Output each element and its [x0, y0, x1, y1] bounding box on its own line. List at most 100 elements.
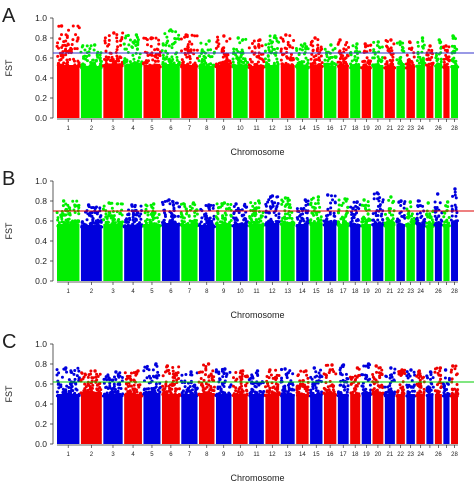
- snp-point-max: [258, 38, 262, 42]
- snp-point: [243, 217, 247, 221]
- snp-point: [334, 372, 338, 376]
- snp-point: [229, 214, 233, 218]
- snp-point: [128, 38, 132, 42]
- snp-point-max: [107, 201, 111, 205]
- snp-point: [325, 52, 329, 56]
- snp-point: [303, 50, 307, 54]
- snp-point-max: [130, 203, 134, 207]
- snp-point: [86, 66, 90, 70]
- snp-point: [272, 61, 276, 65]
- snp-point-max: [374, 364, 378, 368]
- snp-point: [374, 378, 378, 382]
- snp-point: [118, 383, 122, 387]
- x-tick-label: 2: [90, 126, 94, 132]
- snp-point: [316, 38, 320, 42]
- snp-point-max: [169, 28, 173, 32]
- snp-point: [372, 390, 376, 394]
- snp-point: [180, 202, 183, 206]
- snp-point: [316, 64, 320, 68]
- snp-point: [168, 223, 172, 227]
- snp-point-max: [445, 200, 450, 204]
- snp-point: [127, 216, 131, 220]
- snp-point: [231, 57, 235, 61]
- snp-point: [67, 378, 71, 382]
- snp-point: [392, 394, 396, 398]
- snp-point: [177, 205, 181, 209]
- chromosome-10-points: [232, 65, 248, 118]
- snp-point: [214, 394, 218, 398]
- snp-point: [345, 41, 349, 45]
- snp-point: [378, 207, 382, 211]
- snp-point: [64, 39, 68, 43]
- snp-point: [64, 53, 68, 57]
- x-tick-label: 24: [417, 289, 424, 295]
- snp-point: [199, 377, 203, 381]
- snp-point-max: [428, 44, 432, 48]
- snp-point: [122, 42, 126, 46]
- chromosome-26-points: [434, 65, 442, 118]
- snp-point: [112, 375, 116, 379]
- chromosome-21-points: [384, 224, 395, 281]
- snp-point: [456, 65, 460, 69]
- snp-point: [290, 210, 294, 214]
- snp-point: [371, 63, 375, 67]
- snp-point: [430, 382, 434, 386]
- snp-point: [309, 40, 313, 44]
- snp-point: [271, 376, 275, 380]
- snp-point: [154, 374, 158, 378]
- chromosome-23-points: [406, 66, 415, 118]
- snp-point: [232, 47, 236, 51]
- snp-point: [105, 391, 109, 395]
- snp-point: [386, 390, 390, 394]
- snp-point: [442, 60, 446, 64]
- snp-point: [338, 368, 342, 372]
- snp-point: [251, 376, 255, 380]
- snp-point: [152, 375, 156, 379]
- snp-point: [339, 371, 343, 375]
- snp-point: [229, 383, 233, 387]
- snp-point: [312, 55, 316, 59]
- snp-point: [235, 55, 239, 59]
- snp-point: [207, 206, 211, 210]
- snp-point: [204, 56, 208, 60]
- snp-point: [171, 366, 175, 370]
- snp-point: [202, 58, 206, 62]
- snp-point: [245, 389, 249, 393]
- snp-point: [212, 63, 216, 67]
- snp-point: [261, 224, 265, 228]
- snp-point: [425, 374, 429, 378]
- x-tick-label: 11: [253, 289, 260, 295]
- snp-point: [236, 50, 240, 54]
- snp-point: [224, 217, 228, 221]
- snp-point-max: [329, 43, 333, 47]
- snp-point: [309, 223, 313, 227]
- snp-point: [170, 218, 174, 222]
- snp-point: [309, 218, 313, 222]
- snp-point: [131, 40, 135, 44]
- chromosome-19-points: [361, 66, 371, 118]
- snp-point: [390, 49, 394, 53]
- y-axis-label: FST: [4, 222, 14, 240]
- snp-point: [148, 218, 152, 222]
- chromosome-7-points: [181, 394, 198, 444]
- snp-point: [209, 385, 213, 389]
- snp-point: [240, 214, 244, 218]
- snp-point: [165, 35, 169, 39]
- snp-point: [255, 206, 259, 210]
- chromosome-2-points: [80, 392, 102, 444]
- snp-point: [409, 385, 413, 389]
- snp-point: [322, 223, 326, 227]
- snp-point-max: [338, 38, 342, 42]
- chromosome-14-points: [296, 394, 309, 444]
- snp-point: [362, 391, 366, 395]
- y-tick-label: 0.4: [35, 73, 47, 83]
- snp-point: [422, 43, 426, 47]
- x-tick-label: 11: [253, 126, 260, 132]
- snp-point: [344, 212, 348, 216]
- chromosome-9-points: [215, 65, 232, 118]
- snp-point: [269, 206, 273, 210]
- snp-point: [125, 59, 129, 63]
- snp-point: [368, 393, 372, 397]
- snp-point: [208, 388, 212, 392]
- chromosome-12-points: [265, 223, 280, 281]
